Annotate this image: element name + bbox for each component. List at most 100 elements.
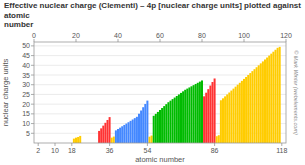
bar <box>279 47 281 143</box>
bar <box>228 93 230 144</box>
y-tick-label: 25 <box>22 91 30 98</box>
annotation: © Mark Winter (webelements.com) <box>293 50 299 135</box>
bar <box>136 117 138 143</box>
y-tick <box>31 84 34 85</box>
bar <box>243 79 245 143</box>
plot-area <box>34 42 286 143</box>
bars <box>73 47 281 143</box>
y-tick <box>31 75 34 76</box>
x2-tick <box>160 39 161 42</box>
bar <box>245 77 247 143</box>
bar <box>111 138 113 143</box>
bar <box>132 119 134 143</box>
bar <box>75 138 77 143</box>
bar <box>182 91 184 143</box>
bar <box>151 136 153 143</box>
bar <box>224 96 226 143</box>
bar <box>138 114 140 143</box>
y-tick <box>31 55 34 56</box>
y-tick <box>31 65 34 66</box>
bar <box>140 111 142 143</box>
bar <box>180 93 182 143</box>
bar <box>178 94 180 143</box>
bar <box>172 99 174 143</box>
bar <box>216 136 218 143</box>
y-tick-label: 45 <box>22 52 30 59</box>
bar <box>130 121 132 143</box>
y-tick-label: 35 <box>22 72 30 79</box>
bar <box>153 116 155 143</box>
x2-tick-label: 80 <box>198 32 206 39</box>
bar <box>214 78 216 143</box>
bar <box>212 82 214 143</box>
x2-tick-label: 60 <box>156 32 164 39</box>
y-tick-label: 15 <box>22 110 30 117</box>
bar <box>184 90 186 143</box>
x-tick <box>55 143 56 146</box>
bar <box>205 93 207 143</box>
y-tick <box>31 104 34 105</box>
bar <box>159 110 161 143</box>
bar <box>73 139 75 143</box>
x-axis-label: atomic number <box>135 155 185 164</box>
plot-frame <box>34 42 286 143</box>
grid-line <box>34 45 286 46</box>
x2-tick <box>118 39 119 42</box>
y-tick-label: 40 <box>22 62 30 69</box>
bar <box>256 67 258 143</box>
bar <box>146 101 148 143</box>
title: Effective nuclear charge (Clementi) – 4p… <box>4 1 301 29</box>
y-tick <box>31 123 34 124</box>
y-tick-label: 10 <box>22 120 30 127</box>
x-tick-label: 2 <box>36 147 40 154</box>
bar <box>270 54 272 143</box>
x2-tick-label: 20 <box>72 32 80 39</box>
bar <box>266 58 268 143</box>
bar <box>207 89 209 143</box>
x2-tick <box>244 39 245 42</box>
bar <box>128 122 130 143</box>
bar <box>251 71 253 143</box>
bar <box>239 83 241 143</box>
x-tick <box>71 143 72 146</box>
bar <box>195 84 197 143</box>
bar <box>201 80 203 143</box>
y-axis-label: nuclear charge units <box>1 58 10 126</box>
x-tick-label: 86 <box>211 147 219 154</box>
bar <box>142 107 144 143</box>
bar <box>149 137 151 143</box>
y-tick <box>31 113 34 114</box>
x2-tick <box>286 39 287 42</box>
bar <box>163 106 165 143</box>
bar <box>100 128 102 143</box>
bar <box>197 83 199 143</box>
bar <box>272 52 274 143</box>
bar <box>176 96 178 143</box>
bar <box>241 81 243 143</box>
x-tick <box>147 143 148 146</box>
bar <box>209 86 211 143</box>
bar <box>121 126 123 143</box>
bar <box>104 123 106 143</box>
bar <box>123 125 125 143</box>
bar <box>125 124 127 143</box>
y-tick-label: 50 <box>22 42 30 49</box>
bar <box>262 61 264 143</box>
bar <box>113 137 115 143</box>
bar <box>258 65 260 143</box>
bar <box>249 73 251 143</box>
x2-tick <box>34 39 35 42</box>
bar <box>220 100 222 143</box>
bar <box>268 56 270 143</box>
x-tick-label: 18 <box>68 147 76 154</box>
bar <box>199 82 201 143</box>
bar <box>115 130 117 143</box>
bar <box>102 126 104 143</box>
bar <box>109 117 111 143</box>
bar <box>79 136 81 143</box>
bar <box>117 129 119 143</box>
bar <box>191 86 193 143</box>
x-tick-label: 54 <box>144 147 152 154</box>
bar <box>161 108 163 143</box>
y-tick-label: 5 <box>26 130 30 137</box>
